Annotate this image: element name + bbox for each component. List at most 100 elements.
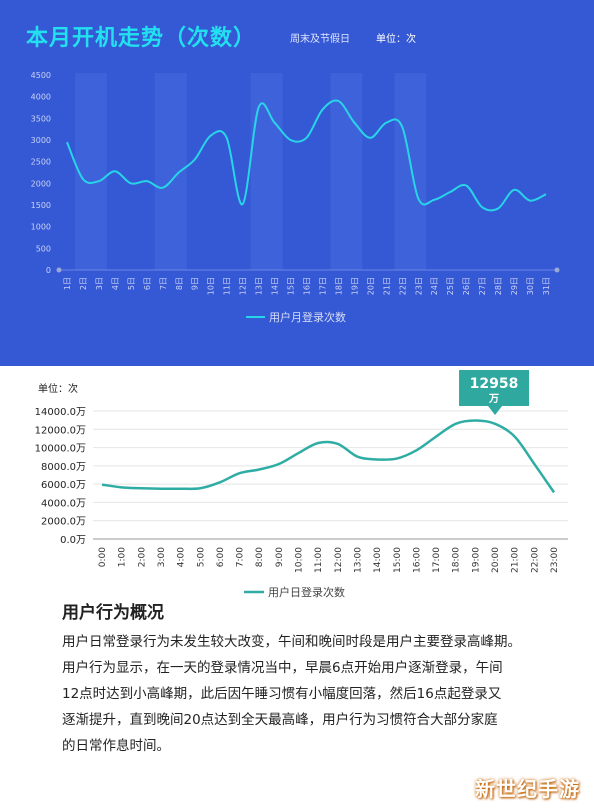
- daily-series-line: [101, 419, 556, 494]
- y-tick-label: 2000: [31, 179, 51, 188]
- x-tick-label: 1日: [63, 277, 72, 290]
- x-tick-label: 12日: [239, 277, 248, 295]
- x-tick-label: 24日: [430, 277, 439, 295]
- x-tick-label: 7日: [159, 277, 168, 290]
- x-tick-label: 17:00: [432, 547, 442, 573]
- x-tick-label: 0:00: [98, 547, 108, 567]
- monthly-chart-panel: 本月开机走势（次数） 周末及节假日 单位：次 0 500 1000 1500 2000 2…: [0, 0, 594, 366]
- x-tick-label: 4日: [111, 277, 120, 290]
- monthly-chart-title: 本月开机走势（次数）: [26, 26, 257, 51]
- x-tick-label: 26日: [462, 277, 471, 295]
- x-tick-label: 22日: [398, 277, 407, 295]
- x-tick-label: 25日: [446, 277, 455, 295]
- y-tick-label: 500: [36, 244, 51, 253]
- daily-legend-label: 用户日登录次数: [268, 585, 345, 598]
- x-tick-label: 20日: [366, 277, 375, 295]
- x-tick-label: 23日: [414, 277, 423, 295]
- x-tick-label: 11:00: [314, 547, 324, 573]
- x-tick-label: 8日: [175, 277, 184, 290]
- y-tick-label: 0.0万: [60, 535, 86, 546]
- y-tick-label: 0: [46, 266, 51, 275]
- x-tick-label: 14:00: [373, 547, 383, 573]
- x-tick-label: 19:00: [471, 547, 481, 573]
- axis-end-dot: [554, 267, 560, 273]
- x-tick-label: 9日: [191, 277, 200, 290]
- x-tick-label: 3日: [95, 277, 104, 290]
- monthly-series-line: [66, 99, 547, 212]
- x-tick-label: 6日: [143, 277, 152, 290]
- watermark-logo: 新世纪手游: [475, 777, 580, 801]
- x-tick-label: 28日: [494, 277, 503, 295]
- x-tick-label: 12:00: [334, 547, 344, 573]
- x-tick-label: 21日: [382, 277, 391, 295]
- weekend-band: [330, 73, 363, 270]
- y-tick-label: 12000.0万: [35, 425, 86, 436]
- daily-chart-svg: 单位：次 0.0万 2000.0万 4000.0万 6000.0万 8000.0万 1000…: [35, 370, 568, 598]
- x-tick-label: 21:00: [511, 547, 521, 573]
- y-tick-label: 2000.0万: [41, 517, 86, 528]
- x-tick-label: 7:00: [236, 547, 246, 567]
- y-tick-label: 3000: [31, 136, 51, 145]
- summary-heading: 用户行为概况: [62, 603, 164, 623]
- monthly-chart-svg: 0 500 1000 1500 2000 2500 3000 3500 4000 4500 1日 2日…: [31, 71, 560, 324]
- x-tick-label: 8:00: [255, 547, 265, 567]
- x-tick-label: 1:00: [118, 547, 128, 567]
- x-tick-label: 23:00: [550, 547, 560, 573]
- x-tick-label: 20:00: [491, 547, 501, 573]
- x-tick-label: 19日: [350, 277, 359, 295]
- summary-line: 用户日常登录行为未发生较大改变，午间和晚间时段是用户主要登录高峰期。: [62, 634, 521, 650]
- summary-section: 用户行为概况 用户日常登录行为未发生较大改变，午间和晚间时段是用户主要登录高峰期…: [62, 598, 572, 759]
- peak-callout-unit: 万: [488, 393, 499, 405]
- summary-line: 逐渐提升，直到晚间20点达到全天最高峰，用户行为习惯符合大部分家庭: [62, 712, 498, 728]
- y-tick-label: 4000: [31, 93, 51, 102]
- y-tick-label: 10000.0万: [35, 444, 86, 455]
- x-tick-label: 27日: [478, 277, 487, 295]
- x-tick-label: 16:00: [412, 547, 422, 573]
- weekend-band: [394, 73, 427, 270]
- x-tick-label: 5:00: [196, 547, 206, 567]
- weekend-band: [74, 73, 107, 270]
- y-tick-label: 1000: [31, 223, 51, 232]
- weekend-band: [154, 73, 187, 270]
- y-tick-label: 2500: [31, 158, 51, 167]
- x-tick-label: 15:00: [393, 547, 403, 573]
- y-tick-label: 6000.0万: [41, 480, 86, 491]
- y-tick-label: 4500: [31, 71, 51, 80]
- x-tick-label: 31日: [542, 277, 551, 295]
- x-tick-label: 6:00: [216, 547, 226, 567]
- x-tick-label: 10:00: [295, 547, 305, 573]
- summary-line: 用户行为显示，在一天的登录情况当中，早晨6点开始用户逐渐登录，午间: [62, 660, 503, 676]
- y-tick-label: 3500: [31, 114, 51, 123]
- x-tick-label: 17日: [318, 277, 327, 295]
- x-tick-label: 18:00: [452, 547, 462, 573]
- peak-callout-pointer: [488, 406, 503, 415]
- summary-line: 12点时达到小高峰期，此后因午睡习惯有小幅度回落，然后16点起登录又: [62, 686, 502, 702]
- x-tick-label: 9:00: [275, 547, 285, 567]
- y-tick-label: 1500: [31, 201, 51, 210]
- x-tick-label: 13:00: [353, 547, 363, 573]
- x-tick-label: 4:00: [177, 547, 187, 567]
- x-tick-label: 29日: [510, 277, 519, 295]
- x-tick-label: 2:00: [137, 547, 147, 567]
- x-tick-label: 11日: [223, 277, 232, 295]
- monthly-unit-label: 单位：次: [376, 34, 416, 45]
- daily-unit-label: 单位：次: [38, 382, 78, 395]
- monthly-legend-label: 用户月登录次数: [269, 310, 346, 324]
- weekend-note: 周末及节假日: [290, 34, 350, 45]
- x-tick-label: 16日: [303, 277, 312, 295]
- axis-end-dot: [56, 267, 62, 273]
- x-tick-label: 13日: [255, 277, 264, 295]
- summary-body: 用户日常登录行为未发生较大改变，午间和晚间时段是用户主要登录高峰期。 用户行为显…: [62, 629, 572, 759]
- x-tick-label: 5日: [127, 277, 136, 290]
- x-tick-label: 3:00: [157, 547, 167, 567]
- peak-callout-value: 12958: [470, 376, 519, 392]
- x-tick-label: 30日: [526, 277, 535, 295]
- x-tick-label: 22:00: [530, 547, 540, 573]
- weekend-band: [250, 73, 283, 270]
- x-tick-label: 18日: [334, 277, 343, 295]
- x-tick-label: 15日: [287, 277, 296, 295]
- daily-chart-panel: 单位：次 0.0万 2000.0万 4000.0万 6000.0万 8000.0万 1000…: [0, 366, 594, 808]
- y-tick-label: 4000.0万: [41, 498, 86, 509]
- y-tick-label: 14000.0万: [35, 407, 86, 418]
- peak-callout-box: [459, 370, 530, 406]
